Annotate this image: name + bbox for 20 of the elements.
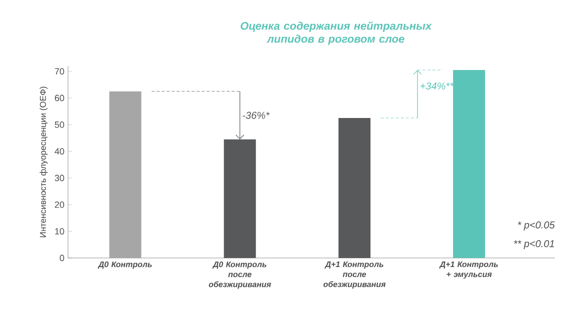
annotation: -36%* — [242, 112, 270, 119]
annotation: ** p<0.01 — [514, 240, 554, 250]
x-tick-label: Д+1 Контроль + эмульсия — [439, 262, 498, 279]
y-tick-label: 70 — [54, 68, 64, 75]
y-tick-label: 20 — [54, 201, 64, 208]
y-tick-label: 50 — [54, 121, 64, 128]
y-tick-label: 10 — [55, 228, 64, 235]
annotation: * p<0.05 — [518, 221, 555, 230]
bar — [338, 118, 370, 258]
x-tick-label: Д0 Контроль после обезжиривания — [208, 262, 271, 289]
y-tick-label: 0 — [60, 254, 64, 262]
y-tick-label: 60 — [54, 94, 64, 102]
y-tick-label: 30 — [54, 174, 64, 182]
y-tick-label: 40 — [54, 148, 64, 155]
bar — [109, 91, 142, 258]
y-axis-title: Интенсивность флуоресценции (ОЕФ) — [40, 86, 48, 238]
bar — [453, 70, 486, 258]
chart-title: Оценка содержания нейтральных липидов в роговом слое — [240, 21, 432, 45]
x-tick-label: Д+1 Контроль после обезжиривания — [323, 262, 386, 289]
x-tick-label: Д0 Контроль — [98, 262, 152, 269]
